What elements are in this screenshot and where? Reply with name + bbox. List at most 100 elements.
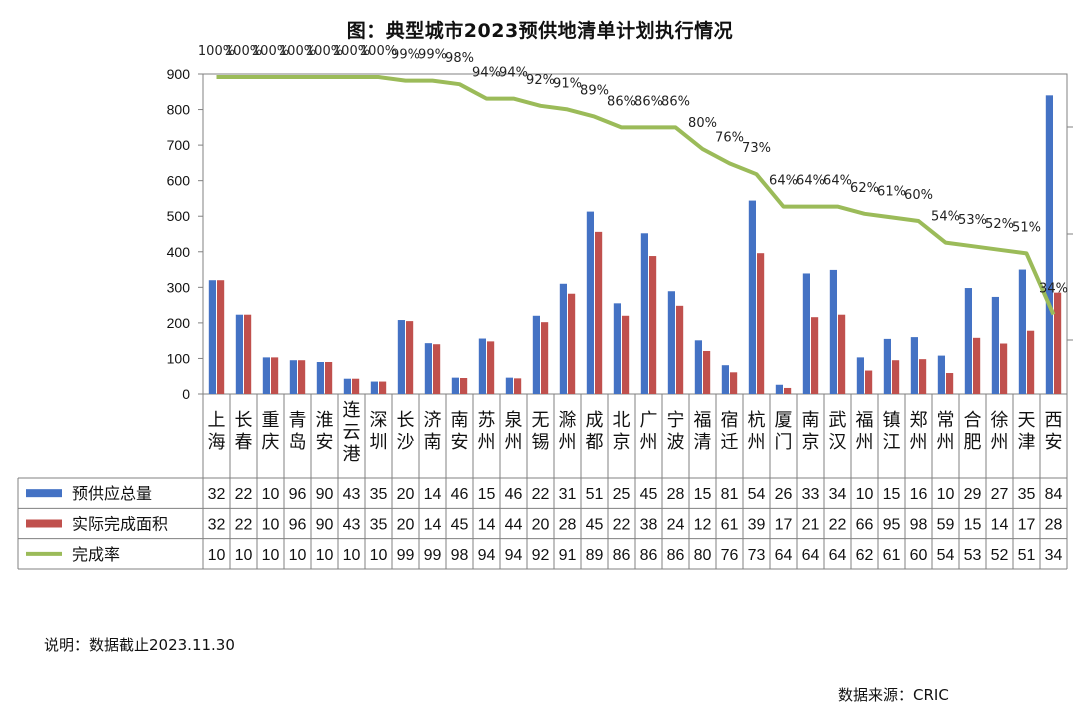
table-value: 54	[748, 486, 766, 503]
table-value: 46	[505, 486, 523, 503]
table-value: 96	[289, 517, 307, 534]
rate-data-label: 100%	[252, 44, 289, 59]
bar-completed	[676, 305, 684, 394]
bar-supply	[640, 233, 648, 394]
table-value: 73	[748, 547, 766, 564]
table-value: 26	[775, 486, 793, 503]
bar-supply	[343, 378, 351, 394]
table-value: 14	[991, 517, 1009, 534]
table-value: 99	[424, 547, 442, 564]
y-tick-label: 0	[182, 386, 190, 402]
bar-completed	[811, 317, 819, 394]
table-value: 15	[694, 486, 712, 503]
table-value: 94	[478, 547, 496, 564]
bar-supply	[289, 360, 297, 394]
rate-data-label: 94%	[499, 66, 528, 81]
table-value: 10	[208, 547, 226, 564]
y-tick-label: 100	[167, 350, 191, 366]
bar-completed	[595, 231, 603, 394]
table-value: 52	[991, 547, 1009, 564]
table-value: 25	[613, 486, 631, 503]
legend-supply-label: 预供应总量	[72, 484, 152, 503]
rate-data-label: 61%	[877, 184, 906, 199]
y-tick-label: 300	[167, 279, 191, 295]
category-label: 京	[802, 432, 820, 453]
bar-supply	[559, 283, 567, 394]
table-value: 22	[235, 517, 253, 534]
category-label: 郑	[910, 410, 928, 431]
table-value: 92	[532, 547, 550, 564]
table-value: 84	[1045, 486, 1063, 503]
table-value: 62	[856, 547, 874, 564]
rate-data-label: 51%	[1012, 220, 1041, 235]
category-label: 州	[937, 432, 955, 453]
table-value: 45	[451, 517, 469, 534]
rate-data-label: 64%	[823, 174, 852, 189]
bar-supply	[1045, 95, 1053, 394]
rate-data-label: 86%	[661, 94, 690, 109]
table-value: 20	[397, 517, 415, 534]
category-label: 淮	[316, 410, 334, 431]
bar-supply	[829, 269, 837, 394]
bar-completed	[217, 280, 225, 394]
table-value: 15	[964, 517, 982, 534]
category-label: 长	[397, 410, 415, 431]
table-value: 28	[1045, 517, 1063, 534]
bar-completed	[1054, 292, 1062, 394]
rate-data-label: 91%	[553, 76, 582, 91]
category-label: 西	[1045, 410, 1063, 431]
rate-data-label: 86%	[607, 94, 636, 109]
rate-data-label: 100%	[279, 44, 316, 59]
bar-supply	[505, 377, 513, 394]
table-value: 95	[883, 517, 901, 534]
table-value: 96	[289, 486, 307, 503]
table-value: 24	[667, 517, 685, 534]
bar-completed	[784, 387, 792, 394]
table-value: 22	[613, 517, 631, 534]
table-value: 98	[910, 517, 928, 534]
category-label: 岛	[289, 432, 307, 453]
category-label: 宁	[667, 410, 685, 431]
category-label: 南	[802, 410, 820, 431]
table-value: 28	[559, 517, 577, 534]
category-label: 合	[964, 410, 982, 431]
category-label: 港	[343, 444, 361, 465]
bar-completed	[946, 373, 954, 394]
bar-completed	[406, 321, 414, 394]
bar-supply	[964, 288, 972, 394]
category-label: 沙	[397, 432, 415, 453]
category-label: 州	[505, 432, 523, 453]
category-label: 青	[289, 410, 307, 431]
category-label: 武	[829, 410, 847, 431]
bar-completed	[730, 372, 738, 394]
table-value: 43	[343, 486, 361, 503]
table-value: 81	[721, 486, 739, 503]
category-label: 广	[640, 410, 658, 431]
bar-completed	[703, 350, 711, 394]
table-value: 44	[505, 517, 523, 534]
bar-supply	[748, 200, 756, 394]
chart-title: 图：典型城市2023预供地清单计划执行情况	[346, 20, 734, 42]
category-label: 州	[640, 432, 658, 453]
table-value: 98	[451, 547, 469, 564]
table-value: 32	[208, 517, 226, 534]
category-label: 安	[1045, 432, 1063, 453]
category-label: 杭	[748, 410, 766, 431]
bar-completed	[865, 370, 873, 394]
table-value: 90	[316, 486, 334, 503]
rate-data-label: 100%	[225, 44, 262, 59]
bar-supply	[802, 273, 810, 394]
bar-completed	[838, 314, 846, 394]
table-value: 15	[883, 486, 901, 503]
y-tick-label: 700	[167, 137, 191, 153]
bar-completed	[973, 337, 981, 394]
category-label: 州	[748, 432, 766, 453]
table-value: 20	[397, 486, 415, 503]
category-label: 常	[937, 410, 955, 431]
table-value: 22	[532, 486, 550, 503]
bar-supply	[721, 365, 729, 394]
table-value: 17	[1018, 517, 1036, 534]
category-label: 济	[424, 410, 442, 431]
table-value: 10	[262, 547, 280, 564]
table-value: 86	[667, 547, 685, 564]
